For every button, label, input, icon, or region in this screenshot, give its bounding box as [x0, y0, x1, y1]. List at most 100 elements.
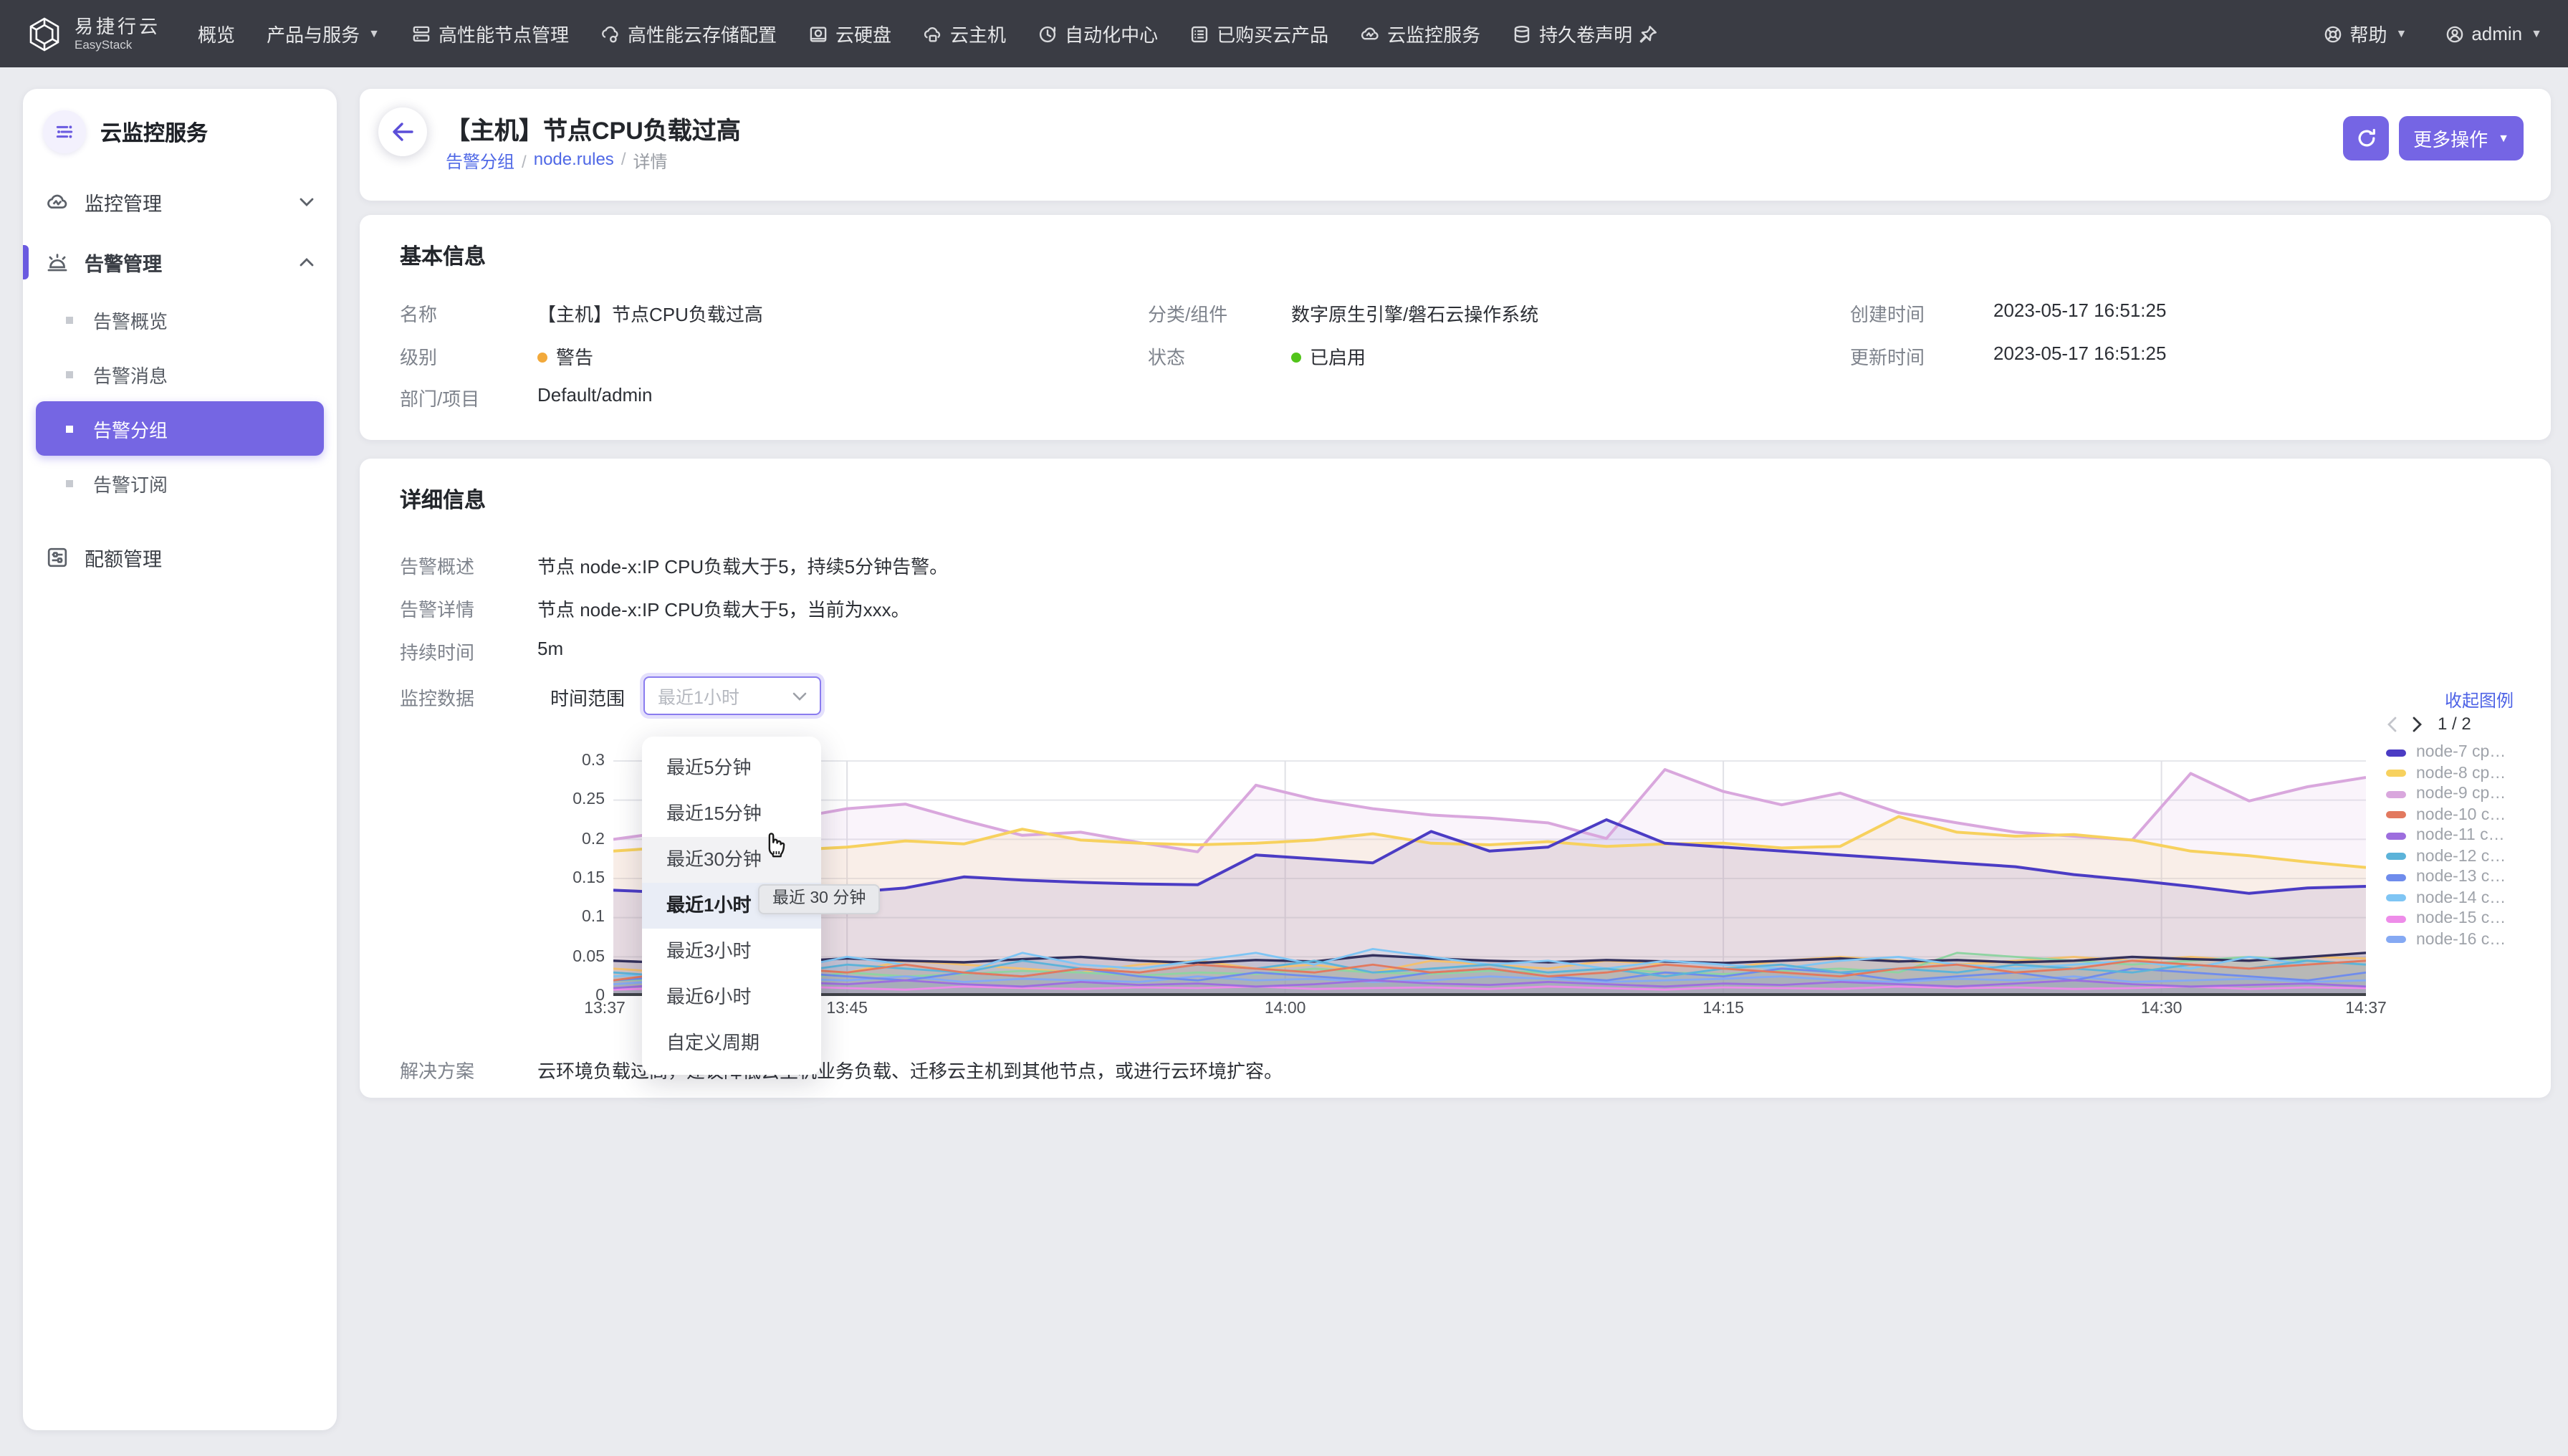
collapse-legend-link[interactable]: 收起图例: [2444, 691, 2514, 711]
sidebar-subitem-label: 告警消息: [93, 365, 168, 386]
legend-label: node-7 cp…: [2416, 744, 2506, 762]
more-actions-button[interactable]: 更多操作 ▼: [2399, 116, 2524, 161]
legend-item[interactable]: node-15 c…: [2386, 909, 2506, 929]
bullet-icon: [66, 479, 73, 487]
sidebar-collapse-icon[interactable]: [43, 110, 86, 153]
page-header-card: 【主机】节点CPU负载过高 告警分组 node.rules 详情 更多操作 ▼: [360, 89, 2551, 201]
nav-right-label: 帮助: [2349, 24, 2387, 46]
chevron-down-icon: ▼: [368, 27, 380, 40]
duration-label: 持续时间: [400, 642, 475, 664]
nav-item-label: 产品与服务: [267, 24, 360, 46]
sidebar-subitem-label: 告警订阅: [93, 474, 168, 495]
nav-item-label: 已购买云产品: [1217, 24, 1329, 46]
dropdown-option[interactable]: 最近5分钟: [666, 757, 752, 778]
legend-prev-icon[interactable]: [2386, 716, 2397, 732]
nav-item[interactable]: 产品与服务 ▼: [267, 20, 380, 47]
enabled-status-dot: [1291, 353, 1301, 363]
nav-item-label: 云监控服务: [1387, 24, 1481, 46]
sidebar-subitem[interactable]: 告警概览: [23, 292, 337, 347]
legend-item[interactable]: node-11 c…: [2386, 825, 2506, 846]
legend-item[interactable]: node-8 cp…: [2386, 763, 2506, 784]
x-tick-label: 13:37: [584, 1000, 626, 1017]
nav-item[interactable]: 高性能节点管理 ▼: [411, 20, 569, 47]
y-tick-label: 0.1: [582, 909, 605, 926]
legend-item[interactable]: node-13 c…: [2386, 867, 2506, 888]
breadcrumb-item[interactable]: 详情: [633, 152, 668, 172]
legend-item[interactable]: node-16 c…: [2386, 929, 2506, 950]
nav-item[interactable]: 自动化中心 ▼: [1038, 20, 1158, 47]
legend-pager: 1 / 2: [2386, 714, 2471, 734]
status-label: 状态: [1148, 347, 1186, 368]
bullet-icon: [66, 316, 73, 323]
y-tick-label: 0.3: [582, 752, 605, 770]
sidebar-subitem[interactable]: 告警分组: [36, 401, 324, 456]
dropdown-option[interactable]: 最近3小时: [666, 940, 752, 962]
nav-item-icon: [1038, 24, 1058, 44]
legend-item[interactable]: node-14 c…: [2386, 888, 2506, 909]
nav-item[interactable]: 已购买云产品 ▼: [1189, 20, 1328, 47]
y-tick-label: 0.15: [572, 870, 605, 887]
sidebar-item-quota-management[interactable]: 配额管理: [23, 527, 337, 588]
sidebar-item-alert-management[interactable]: 告警管理: [23, 232, 337, 292]
legend-label: node-14 c…: [2416, 889, 2506, 907]
detail-value: 节点 node-x:IP CPU负载大于5，当前为xxx。: [537, 599, 910, 621]
bullet-icon: [66, 370, 73, 378]
legend-page-indicator: 1 / 2: [2438, 714, 2471, 734]
time-range-label: 时间范围: [550, 688, 626, 709]
time-range-select-value: 最近1小时: [658, 688, 739, 708]
breadcrumb-item[interactable]: 告警分组: [446, 149, 534, 173]
sidebar-subitem[interactable]: 告警消息: [23, 347, 337, 401]
refresh-button[interactable]: [2343, 116, 2389, 161]
legend-next-icon[interactable]: [2412, 716, 2423, 732]
easystack-logo[interactable]: 易捷行云 EasyStack: [26, 15, 160, 52]
nav-item-icon: [923, 24, 943, 44]
legend-label: node-16 c…: [2416, 931, 2506, 949]
option-tooltip: 最近 30 分钟: [758, 884, 881, 914]
legend-label: node-9 cp…: [2416, 785, 2506, 803]
sidebar-item-label: 监控管理: [85, 193, 162, 215]
nav-right-item[interactable]: admin ▼: [2444, 23, 2542, 44]
chart-canvas[interactable]: [613, 744, 2367, 999]
legend-item[interactable]: node-9 cp…: [2386, 784, 2506, 805]
name-value: 【主机】节点CPU负载过高: [537, 304, 763, 325]
more-actions-label: 更多操作: [2413, 129, 2488, 150]
dropdown-option[interactable]: 自定义周期: [666, 1032, 760, 1053]
nav-item-label: 持久卷声明: [1539, 24, 1633, 46]
nav-item[interactable]: 云主机 ▼: [923, 20, 1006, 47]
solution-label: 解决方案: [400, 1060, 475, 1082]
y-tick-label: 0.2: [582, 830, 605, 848]
nav-right-item[interactable]: 帮助 ▼: [2322, 20, 2407, 47]
sidebar-subitem-label: 告警概览: [93, 310, 168, 332]
level-status-dot: [537, 353, 547, 363]
basic-info-card: 基本信息 名称 【主机】节点CPU负载过高 分类/组件 数字原生引擎/磐石云操作…: [360, 215, 2551, 440]
nav-item[interactable]: 高性能云存储配置 ▼: [600, 20, 777, 47]
time-range-select[interactable]: 最近1小时: [643, 676, 821, 715]
legend-item[interactable]: node-12 c…: [2386, 846, 2506, 867]
dept-value: Default/admin: [537, 384, 653, 406]
breadcrumb-item[interactable]: node.rules: [534, 149, 633, 173]
chevron-down-icon: ▼: [2395, 27, 2408, 40]
nav-right-icon: [2444, 24, 2464, 44]
back-button[interactable]: [378, 107, 427, 156]
nav-item[interactable]: 持久卷声明 ▼: [1512, 20, 1632, 47]
nav-item[interactable]: 云监控服务 ▼: [1360, 20, 1480, 47]
nav-right-icon: [2322, 24, 2342, 44]
category-label: 分类/组件: [1148, 304, 1228, 325]
dropdown-option[interactable]: 最近15分钟: [666, 803, 762, 824]
alarm-icon: [46, 251, 69, 274]
sidebar-item-monitor-management[interactable]: 监控管理: [23, 172, 337, 232]
sidebar-subitem[interactable]: 告警订阅: [23, 456, 337, 510]
summary-label: 告警概述: [400, 556, 475, 578]
nav-item[interactable]: 云硬盘 ▼: [808, 20, 891, 47]
x-tick-label: 14:37: [2345, 1000, 2387, 1017]
dropdown-option[interactable]: 最近30分钟: [642, 837, 821, 883]
legend-item[interactable]: node-7 cp…: [2386, 742, 2506, 763]
pin-icon[interactable]: [1638, 24, 1658, 44]
legend-label: node-8 cp…: [2416, 765, 2506, 782]
nav-item-icon: [1360, 24, 1380, 44]
legend-item[interactable]: node-10 c…: [2386, 805, 2506, 825]
dropdown-option[interactable]: 最近6小时: [666, 986, 752, 1007]
nav-item-label: 自动化中心: [1065, 24, 1159, 46]
nav-item[interactable]: 概览 ▼: [198, 20, 235, 47]
